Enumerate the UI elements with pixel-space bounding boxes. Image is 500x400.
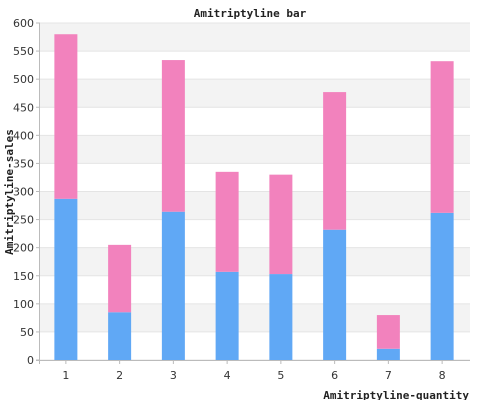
grid-band: [40, 51, 470, 80]
y-tick-label: 150: [13, 270, 34, 283]
chart-title: Amitriptyline bar: [194, 7, 307, 20]
grid-band: [40, 79, 470, 108]
y-tick-label: 400: [13, 129, 34, 142]
bar-series-2-8: [430, 61, 454, 213]
bar-series-1-1: [54, 198, 78, 360]
grid-band: [40, 247, 470, 276]
y-tick-label: 250: [13, 214, 34, 227]
bar-series-1-2: [108, 312, 132, 360]
bar-series-1-8: [430, 212, 454, 360]
x-tick-label: 2: [116, 369, 123, 382]
bar-series-2-5: [269, 174, 293, 275]
grid-band: [40, 191, 470, 220]
bar-series-1-7: [376, 348, 400, 360]
x-tick-label: 4: [224, 369, 231, 382]
grid-band: [40, 219, 470, 248]
bar-series-2-4: [215, 171, 239, 272]
grid-band: [40, 135, 470, 164]
bar-series-2-2: [108, 244, 132, 313]
grid-band: [40, 107, 470, 136]
y-tick-labels: 0 50 100 150 200 250 300 350 400 450 500 550 600: [13, 17, 40, 367]
y-tick-label: 550: [13, 45, 34, 58]
y-tick-label: 50: [20, 326, 34, 339]
grid-band: [40, 331, 470, 360]
x-tick-label: 5: [277, 369, 284, 382]
x-tick-labels: 1 2 3 4 5 6 7 8: [62, 360, 446, 382]
x-tick-label: 7: [385, 369, 392, 382]
y-tick-label: 0: [27, 354, 34, 367]
bar-series-1-6: [323, 229, 347, 360]
grid-bands: [40, 23, 470, 360]
bar-series-1-4: [215, 271, 239, 360]
y-tick-label: 200: [13, 242, 34, 255]
bar-series-1-5: [269, 274, 293, 360]
y-axis-title: Amitriptyline-sales: [3, 129, 16, 255]
bar-series-2-6: [323, 92, 347, 230]
y-tick-label: 100: [13, 298, 34, 311]
axes: [36, 23, 470, 364]
bar-series-1-3: [161, 211, 185, 360]
x-tick-label: 8: [439, 369, 446, 382]
grid-band: [40, 275, 470, 304]
bar-series-2-1: [54, 34, 78, 199]
grid-band: [40, 163, 470, 192]
bar-series-2-3: [161, 60, 185, 212]
grid-band: [40, 303, 470, 332]
x-tick-label: 6: [331, 369, 338, 382]
y-tick-label: 600: [13, 17, 34, 30]
bar-series-2-7: [376, 315, 400, 349]
x-tick-label: 1: [62, 369, 69, 382]
y-tick-label: 450: [13, 101, 34, 114]
x-tick-label: 3: [170, 369, 177, 382]
y-tick-label: 350: [13, 157, 34, 170]
x-axis-title: Amitriptyline-quantity: [323, 389, 469, 400]
y-tick-label: 300: [13, 186, 34, 199]
grid-band: [40, 23, 470, 52]
y-tick-label: 500: [13, 73, 34, 86]
bars: [54, 34, 454, 360]
